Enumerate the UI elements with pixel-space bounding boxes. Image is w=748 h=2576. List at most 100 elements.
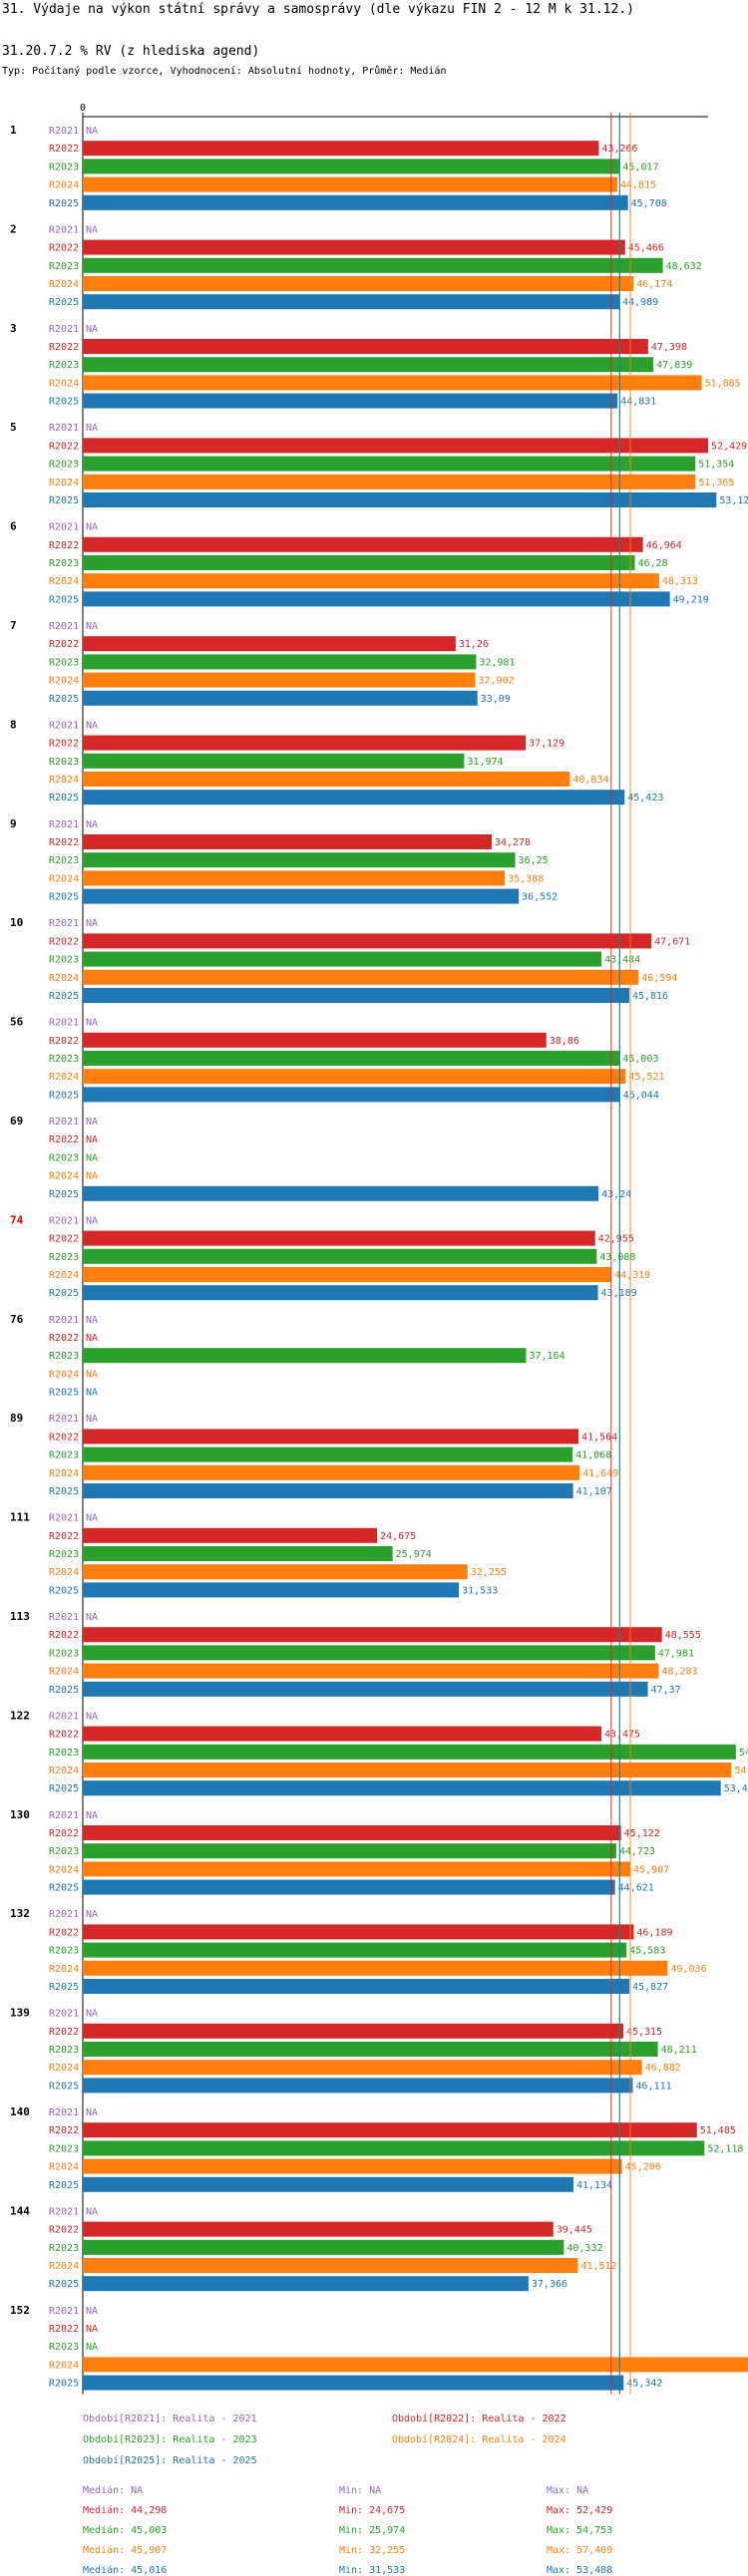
bar [83,1447,573,1462]
series-row-label: R2025 [49,1685,79,1696]
bar [83,2140,705,2156]
series-row-label: R2023 [49,757,79,768]
series-row-label: R2025 [49,1486,79,1497]
bar-value-label: 40,332 [566,2243,602,2254]
stat-median: Medián: 45,016 [83,2565,168,2576]
series-row-label: R2025 [49,892,79,903]
bar-value-label: 45,466 [628,243,664,254]
series-row-label: R2021 [49,324,79,335]
legend-item: Období[R2021]: Realita - 2021 [83,2414,257,2424]
bar-value-label: 41,649 [582,1468,618,1479]
bar [83,834,492,849]
bar-value-label: 48,632 [666,261,702,272]
chart-type-line: Typ: Počítaný podle vzorce, Vyhodnocení:… [2,66,447,77]
series-row-label: R2024 [49,576,79,587]
series-row-label: R2022 [49,1531,79,1542]
legend-item: Období[R2022]: Realita - 2022 [392,2414,566,2424]
series-row-label: R2025 [49,793,79,804]
bar-value-label: 49,036 [670,1964,706,1975]
na-label: NA [86,423,98,434]
na-label: NA [86,621,98,632]
bar [83,933,652,949]
bar-value-label: 46,111 [635,2081,671,2092]
bar [83,1248,597,1264]
series-row-label: R2024 [49,2360,79,2371]
series-row-label: R2022 [49,144,79,155]
na-label: NA [86,1117,98,1127]
bar-value-label: 47,37 [651,1685,681,1696]
bar-value-label: 45,816 [632,991,668,1002]
bar-value-label: 31,26 [459,639,489,650]
group-label: 7 [10,619,17,632]
series-row-label: R2022 [49,1730,79,1741]
bar-value-label: 43,484 [604,955,640,966]
bar [83,393,618,409]
bar [83,1627,662,1643]
na-label: NA [86,1134,98,1145]
group-label: 113 [10,1610,30,1623]
stat-max: Max: 52,429 [547,2505,613,2516]
bar [83,772,570,787]
bar-value-label: 48,211 [661,2045,697,2056]
bar [83,1069,626,1085]
bar-value-label: 43,24 [601,1189,631,1200]
series-row-label: R2023 [49,161,79,172]
series-row-label: R2021 [49,1018,79,1029]
bar [83,1032,547,1048]
bar-value-label: 46,189 [636,1927,672,1938]
bar [83,988,629,1003]
bar-value-label: 44,319 [614,1270,650,1281]
series-row-label: R2021 [49,423,79,434]
bar [83,1546,393,1561]
series-row-label: R2022 [49,342,79,353]
series-row-label: R2022 [49,243,79,254]
group-label: 144 [10,2204,30,2217]
na-label: NA [86,1612,98,1623]
series-row-label: R2021 [49,720,79,731]
series-row-label: R2021 [49,1117,79,1127]
bar [83,1663,659,1679]
bar-value-label: 51,885 [705,378,741,389]
bar [83,1285,598,1301]
bar-value-label: 45,708 [631,198,667,209]
bar-value-label: 44,831 [620,397,656,408]
bar [83,573,659,589]
series-row-label: R2024 [49,1964,79,1975]
bar [83,1960,668,1976]
bar [83,852,516,868]
series-row-label: R2024 [49,1864,79,1875]
na-label: NA [86,2107,98,2118]
bar [83,1051,620,1066]
bar-value-label: 48,313 [662,576,698,587]
x-axis-zero-tick-label: 0 [80,103,86,114]
series-row-label: R2024 [49,873,79,884]
bar-value-label: 43,088 [599,1252,635,1263]
bar [83,194,628,210]
bar [83,672,476,688]
bar [83,1726,601,1742]
series-row-label: R2024 [49,478,79,488]
bar-value-label: 36,25 [519,855,549,866]
series-row-label: R2021 [49,1711,79,1722]
group-label: 139 [10,2007,30,2020]
bar [83,555,635,570]
group-label: 9 [10,817,17,830]
series-row-label: R2021 [49,1513,79,1524]
series-row-label: R2023 [49,1450,79,1461]
bar [83,357,654,373]
series-row-label: R2021 [49,1810,79,1821]
series-row-label: R2025 [49,2279,79,2290]
series-row-label: R2022 [49,837,79,848]
bar [83,969,639,985]
na-label: NA [86,224,98,235]
series-row-label: R2025 [49,1090,79,1101]
bar [83,654,477,670]
series-row-label: R2024 [49,1667,79,1678]
series-row-label: R2025 [49,1783,79,1794]
bar-value-label: 31,533 [462,1585,498,1596]
bar-value-label: 43,475 [604,1730,640,1741]
series-row-label: R2022 [49,1036,79,1047]
series-row-label: R2024 [49,1171,79,1182]
series-row-label: R2025 [49,2180,79,2191]
series-row-label: R2022 [49,1828,79,1839]
